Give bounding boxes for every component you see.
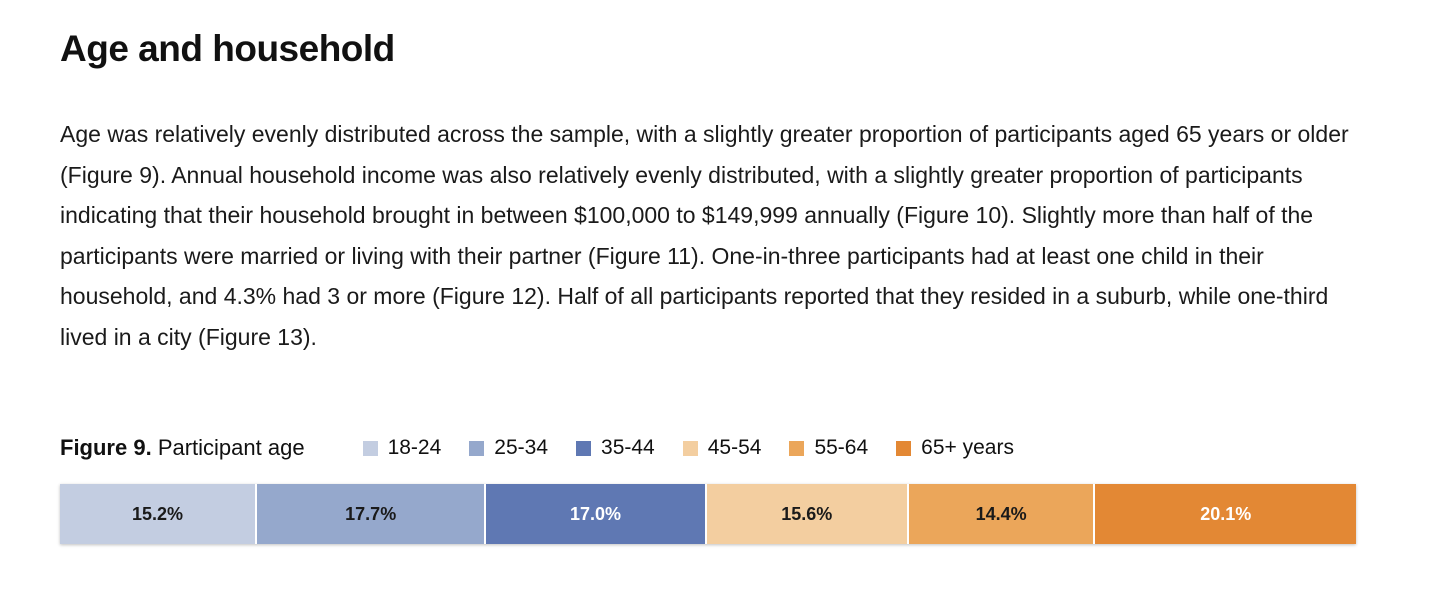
bar-segment: 14.4% <box>908 484 1096 544</box>
legend-label: 25-34 <box>494 436 549 459</box>
legend-item: 18-24 <box>362 436 442 460</box>
legend-item: 55-64 <box>789 436 868 460</box>
figure-caption: Figure 9. Participant age <box>60 435 305 461</box>
segment-value-label: 20.1% <box>1200 503 1252 524</box>
legend-label: 35-44 <box>601 436 655 459</box>
bar-segment: 15.6% <box>706 484 909 544</box>
bar-segment: 15.2% <box>60 484 257 544</box>
legend-swatch <box>896 440 912 456</box>
body-paragraph: Age was relatively evenly distributed ac… <box>60 121 1349 350</box>
legend-item: 35-44 <box>576 436 655 460</box>
legend-swatch <box>576 440 592 456</box>
stacked-bar-chart: 15.2% 17.7% 17.0% 15.6% 14.4% 20.1% <box>60 484 1356 544</box>
legend-item: 45-54 <box>682 436 762 460</box>
bar-segment: 17.0% <box>486 484 707 544</box>
legend-swatch <box>469 440 485 456</box>
figure-header: Figure 9. Participant age 18-24 25-34 35-4… <box>60 432 1042 464</box>
segment-value-label: 15.2% <box>131 503 184 524</box>
section-heading: Age and household <box>60 28 395 69</box>
bar-segment: 17.7% <box>256 484 487 544</box>
figure-title: Participant age <box>157 435 305 460</box>
legend-swatch <box>682 440 698 456</box>
legend-item: 25-34 <box>469 436 548 460</box>
legend-swatch <box>362 440 378 456</box>
bar-segment: 20.1% <box>1095 484 1356 544</box>
legend-label: 65+ years <box>921 436 1014 459</box>
legend-label: 55-64 <box>814 436 869 459</box>
chart-legend: 18-24 25-34 35-44 45-54 55-64 65+ years <box>362 436 1042 460</box>
legend-label: 45-54 <box>707 436 762 459</box>
legend-item: 65+ years <box>896 436 1014 460</box>
segment-value-label: 17.7% <box>345 503 397 524</box>
segment-value-label: 15.6% <box>781 503 833 524</box>
legend-swatch <box>789 440 805 456</box>
segment-value-label: 17.0% <box>570 503 622 524</box>
figure-number: Figure 9. <box>60 435 152 460</box>
segment-value-label: 14.4% <box>975 503 1027 524</box>
legend-label: 18-24 <box>387 436 442 459</box>
